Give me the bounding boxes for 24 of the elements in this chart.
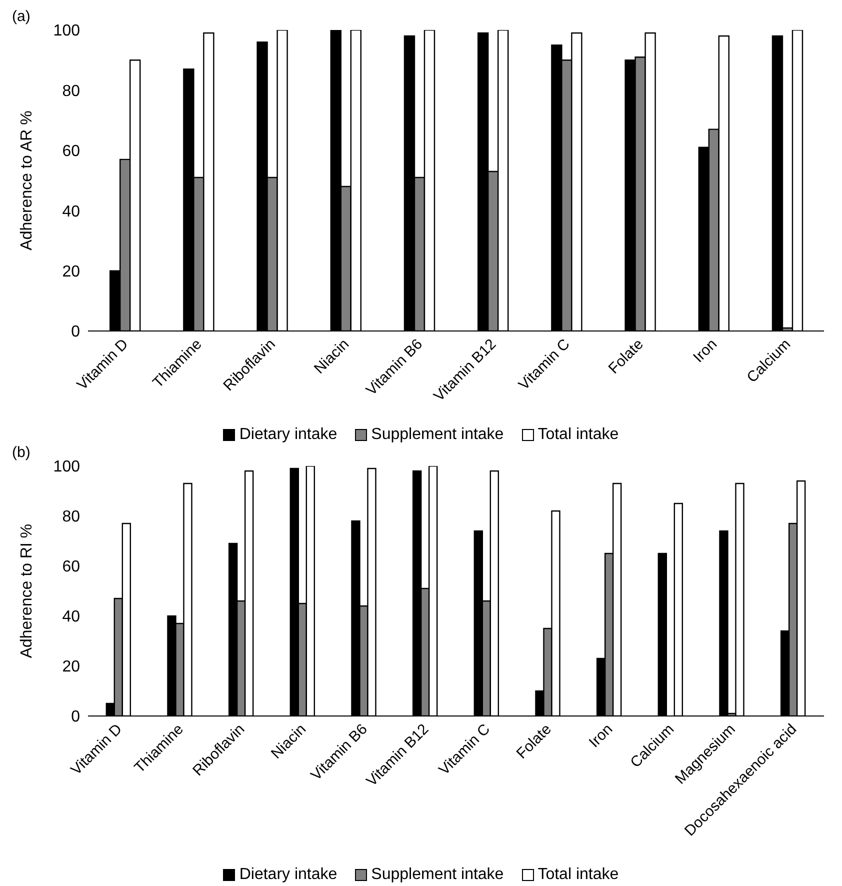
y-tick-label: 60 [62,143,80,160]
y-tick-label: 20 [62,658,80,676]
legend-label: Total intake [538,866,619,884]
chart-title: (a) [12,8,30,25]
x-tick-label: Iron [586,720,616,752]
legend-label: Supplement intake [371,426,504,444]
x-tick-label: Iron [690,336,720,366]
y-tick-label: 40 [62,203,80,220]
y-tick-label: 20 [62,263,80,280]
y-tick-label: 100 [53,458,80,476]
y-tick-label: 0 [71,324,80,341]
y-tick-label: 80 [62,82,80,100]
legend-label: Supplement intake [371,866,504,884]
y-tick-label: 0 [71,708,80,726]
chart-title: (b) [12,444,30,461]
legend-label: Total intake [538,426,619,444]
legend-label: Dietary intake [239,866,338,884]
y-tick-label: 40 [62,608,80,626]
y-tick-label: 80 [62,508,80,526]
y-tick-label: 100 [53,22,80,40]
y-tick-label: 60 [62,558,80,576]
y-axis-title: Adherence to RI % [18,524,36,658]
y-axis-title: Adherence to AR % [18,110,36,250]
legend-label: Dietary intake [239,426,338,444]
